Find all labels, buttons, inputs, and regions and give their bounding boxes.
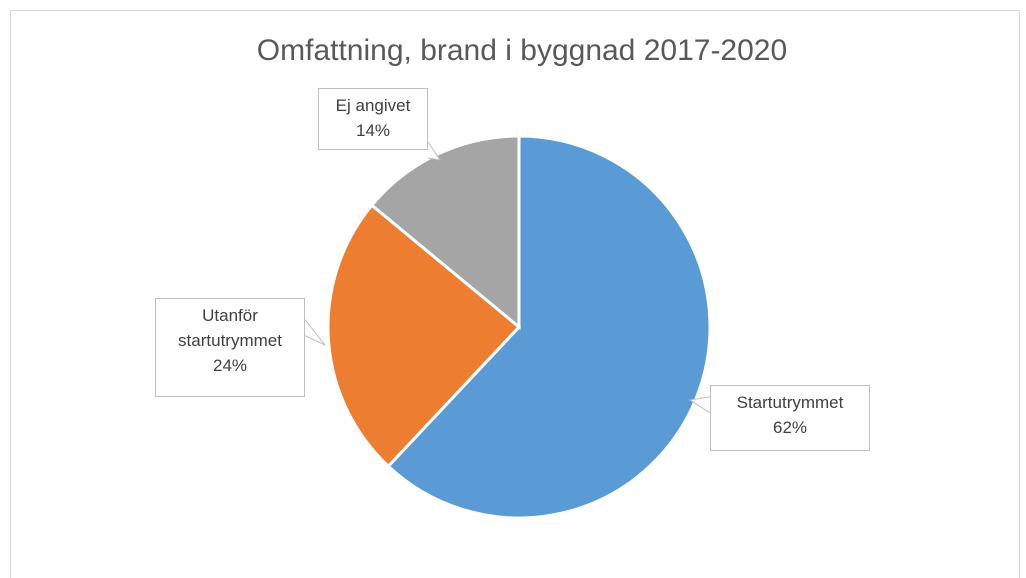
pie-slice [386,134,712,520]
label-pointer [304,319,326,346]
pie-slice [326,203,522,469]
data-label: Ej angivet 14% [318,88,428,150]
label-category: Startutrymmet [736,393,844,412]
data-label: Startutrymmet 62% [710,385,870,451]
data-label: Utanför startutrymmet 24% [155,298,305,397]
label-pointer [688,396,711,414]
label-value: 62% [772,418,808,437]
chart-frame [10,10,1020,578]
label-category: Utanför startutrymmet [178,306,282,350]
label-value: 24% [212,356,248,375]
label-pointer [427,141,442,161]
pie-slice [369,134,521,331]
chart-title: Omfattning, brand i byggnad 2017-2020 [257,34,787,67]
label-category: Ej angivet [335,96,411,115]
label-value: 14% [355,121,391,140]
